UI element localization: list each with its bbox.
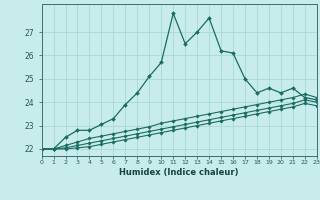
X-axis label: Humidex (Indice chaleur): Humidex (Indice chaleur) [119, 168, 239, 177]
